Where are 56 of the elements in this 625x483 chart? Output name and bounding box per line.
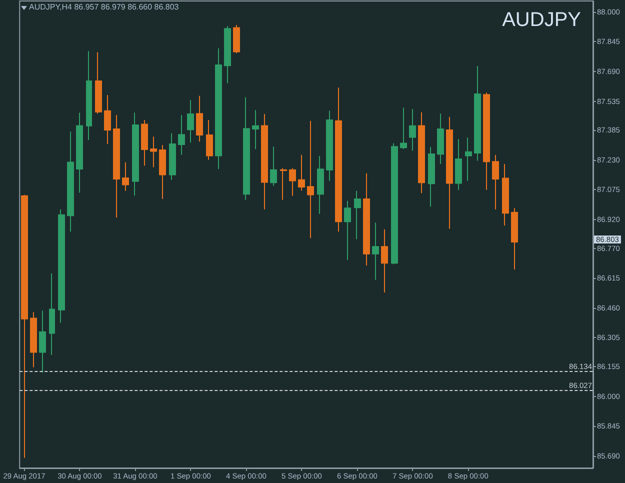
candlestick <box>113 114 120 218</box>
candlestick <box>502 163 509 226</box>
candlestick <box>122 162 129 192</box>
candlestick <box>104 94 111 144</box>
candlestick <box>270 146 277 186</box>
candlestick <box>465 137 472 182</box>
candlestick <box>187 99 194 144</box>
candlestick <box>141 119 148 166</box>
candlestick <box>354 190 361 240</box>
candlestick <box>233 24 240 54</box>
candlestick <box>30 312 37 368</box>
candlestick <box>67 131 74 232</box>
candlestick <box>215 48 222 170</box>
candlestick <box>335 87 342 232</box>
candlestick <box>418 112 425 194</box>
candlestick <box>252 109 259 150</box>
candlestick <box>132 112 139 196</box>
candlestick <box>381 228 388 294</box>
candlestick <box>326 110 333 182</box>
candlestick <box>437 113 444 164</box>
candlestick <box>21 194 28 458</box>
candlestick <box>58 208 65 324</box>
candlestick <box>372 222 379 280</box>
candlestick <box>243 96 250 200</box>
candlestick <box>95 52 102 114</box>
candlestick <box>196 95 203 142</box>
candlestick <box>39 310 46 374</box>
candlestick <box>206 119 213 160</box>
candlestick <box>307 120 314 239</box>
candlestick <box>280 168 287 200</box>
candlestick <box>474 65 481 162</box>
candlestick <box>298 154 305 192</box>
candlestick <box>409 108 416 152</box>
candlestick <box>317 155 324 214</box>
candlestick <box>76 112 83 194</box>
candlestick <box>344 200 351 260</box>
candlestick <box>391 142 398 265</box>
candlestick <box>428 146 435 208</box>
candlestick <box>224 25 231 84</box>
candlestick <box>86 50 92 140</box>
chart-title: AUDJPY,H4 86.957 86.979 86.660 86.803 <box>29 2 180 12</box>
candlestick <box>511 208 518 270</box>
candlestick <box>169 132 176 180</box>
candlestick <box>261 114 268 210</box>
candlestick <box>178 114 185 156</box>
candlestick <box>492 154 499 210</box>
candlestick <box>446 116 453 230</box>
candlestick <box>150 136 157 168</box>
candlestick <box>483 92 490 190</box>
annotation: AUDJPY <box>502 9 581 31</box>
candlestick <box>49 272 55 356</box>
candlestick <box>289 168 296 196</box>
candlestick <box>159 144 166 200</box>
candlestick <box>363 172 370 266</box>
candlestick <box>455 138 462 190</box>
candlestick <box>400 107 407 150</box>
